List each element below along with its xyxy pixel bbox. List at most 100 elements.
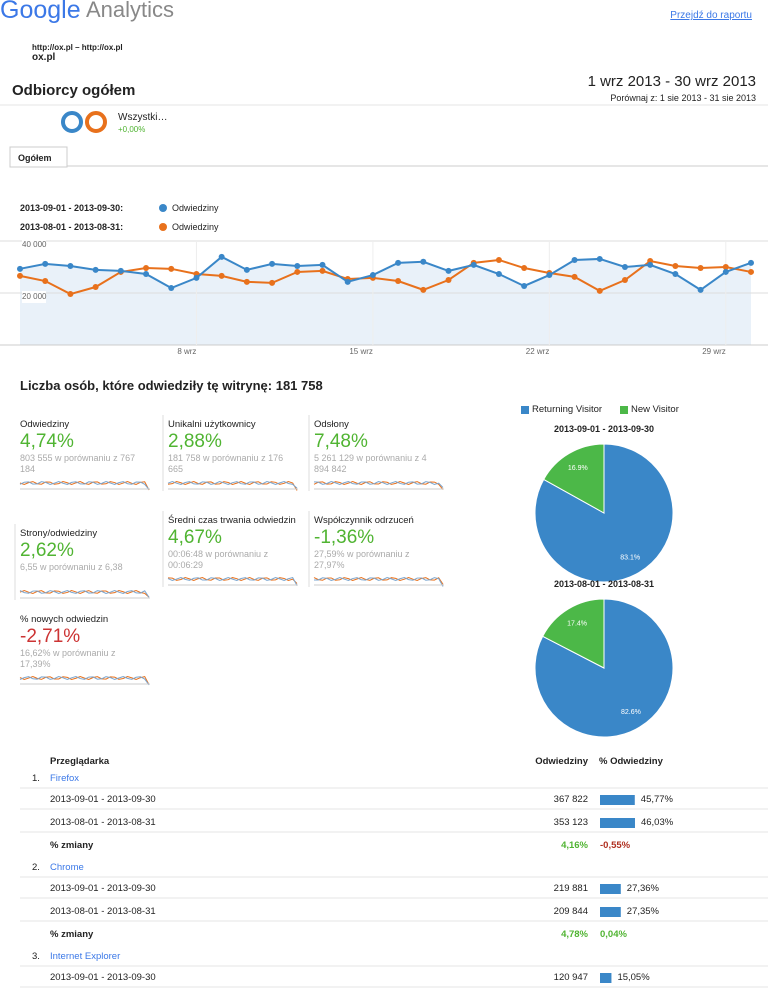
pie-title: 2013-08-01 - 2013-08-31 <box>553 579 655 589</box>
point <box>647 261 654 268</box>
point <box>92 284 99 291</box>
legend-period: 2013-09-01 - 2013-09-30: <box>20 203 124 213</box>
point <box>470 261 477 268</box>
point <box>495 256 502 263</box>
metric-comparison: 16,62% w porównaniu z 17,39% <box>20 648 116 669</box>
y-tick-label: 40 000 <box>22 239 47 251</box>
pie-slice <box>534 598 674 738</box>
metric-value: 7,48% <box>314 431 368 452</box>
point <box>445 267 452 274</box>
pie-label: 16.9% <box>568 465 588 472</box>
point <box>395 278 402 285</box>
report-title: Odbiorcy ogółem <box>12 82 136 99</box>
point <box>117 267 124 274</box>
point <box>672 262 679 269</box>
metric-value: 2,88% <box>168 431 222 452</box>
x-tick-label: 22 wrz <box>525 347 550 356</box>
table-header: % Odwiedziny <box>599 756 663 767</box>
point <box>445 277 452 283</box>
point <box>596 255 603 262</box>
point <box>571 256 578 263</box>
summary-title: Liczba osób, które odwiedziły tę witrynę… <box>20 378 323 393</box>
pie-slice <box>542 598 605 669</box>
share-bar <box>600 884 621 894</box>
point <box>143 271 150 278</box>
metric-name: Odsłony <box>314 419 349 430</box>
report-link[interactable]: Przejdź do raportu <box>670 10 752 21</box>
sparkline <box>313 576 444 587</box>
metric-comparison: 27,59% w porównaniu z 27,97% <box>314 549 410 570</box>
table-header: Przeglądarka <box>50 756 110 767</box>
point <box>319 267 326 274</box>
point <box>42 278 49 285</box>
share-label: 46,03% <box>640 817 674 828</box>
tab[interactable]: Ogółem <box>18 153 52 163</box>
sparkline <box>19 675 150 685</box>
date-range: 1 wrz 2013 - 30 wrz 2013 <box>587 73 756 90</box>
period: 2013-08-01 - 2013-08-31 <box>50 817 156 828</box>
site-name: ox.pl <box>32 52 56 63</box>
segment-icon <box>61 111 83 133</box>
share-label: 27,35% <box>626 906 660 917</box>
point <box>546 272 553 279</box>
point <box>521 265 528 272</box>
rank: 1. <box>32 773 40 784</box>
point <box>521 282 528 289</box>
share-bar <box>600 795 635 805</box>
metric-name: Współczynnik odrzuceń <box>314 515 414 526</box>
point <box>395 259 402 266</box>
line <box>19 258 752 296</box>
visits: 219 881 <box>553 883 588 894</box>
rank: 3. <box>32 951 40 962</box>
point <box>672 271 679 278</box>
point <box>697 286 704 293</box>
sparkline <box>167 576 298 586</box>
tab-box <box>9 146 68 168</box>
table-header: Odwiedziny <box>535 756 588 767</box>
visits: 367 822 <box>553 794 588 805</box>
metric-name: Unikalni użytkownicy <box>168 419 256 430</box>
point <box>193 274 200 281</box>
point <box>17 265 23 272</box>
legend-label: Returning Visitor <box>532 404 603 415</box>
visits: 353 123 <box>553 817 588 828</box>
legend-swatch <box>159 223 167 231</box>
share-label: 15,05% <box>617 972 650 983</box>
change-label: % zmiany <box>50 840 94 851</box>
x-tick-label: 29 wrz <box>702 347 726 356</box>
point <box>269 260 276 267</box>
point <box>495 271 502 278</box>
metric-comparison: 803 555 w porównaniu z 767 184 <box>20 453 136 474</box>
point <box>143 265 150 272</box>
legend-name: Odwiedziny <box>172 203 219 213</box>
change-visits: 4,78% <box>561 929 588 940</box>
share-bar <box>600 973 612 983</box>
visits: 209 844 <box>553 906 588 917</box>
browser-name: Firefox <box>50 773 80 784</box>
point <box>42 260 49 267</box>
legend-name: Odwiedziny <box>172 222 219 232</box>
metric-name: Średni czas trwania odwiedzin <box>168 515 296 526</box>
point <box>269 279 276 286</box>
browser-name: Internet Explorer <box>50 951 121 962</box>
point <box>748 259 754 266</box>
point <box>67 291 74 298</box>
point <box>748 268 754 275</box>
point <box>369 272 376 279</box>
metric-comparison: 181 758 w porównaniu z 176 665 <box>168 453 284 474</box>
legend-period: 2013-08-01 - 2013-08-31: <box>20 222 124 232</box>
point <box>344 278 351 285</box>
line <box>19 255 752 292</box>
metric-name: % nowych odwiedzin <box>20 614 109 625</box>
sparkline <box>167 480 298 491</box>
share-bar <box>600 907 621 917</box>
metric-value: -2,71% <box>20 626 81 647</box>
period: 2013-09-01 - 2013-09-30 <box>50 794 156 805</box>
point <box>168 265 175 272</box>
change-label: % zmiany <box>50 929 94 940</box>
metric-name: Strony/odwiedziny <box>20 528 98 539</box>
logo-analytics: Analytics <box>86 0 175 22</box>
site-url: http://ox.pl – http://ox.pl <box>32 43 123 52</box>
point <box>621 264 628 270</box>
